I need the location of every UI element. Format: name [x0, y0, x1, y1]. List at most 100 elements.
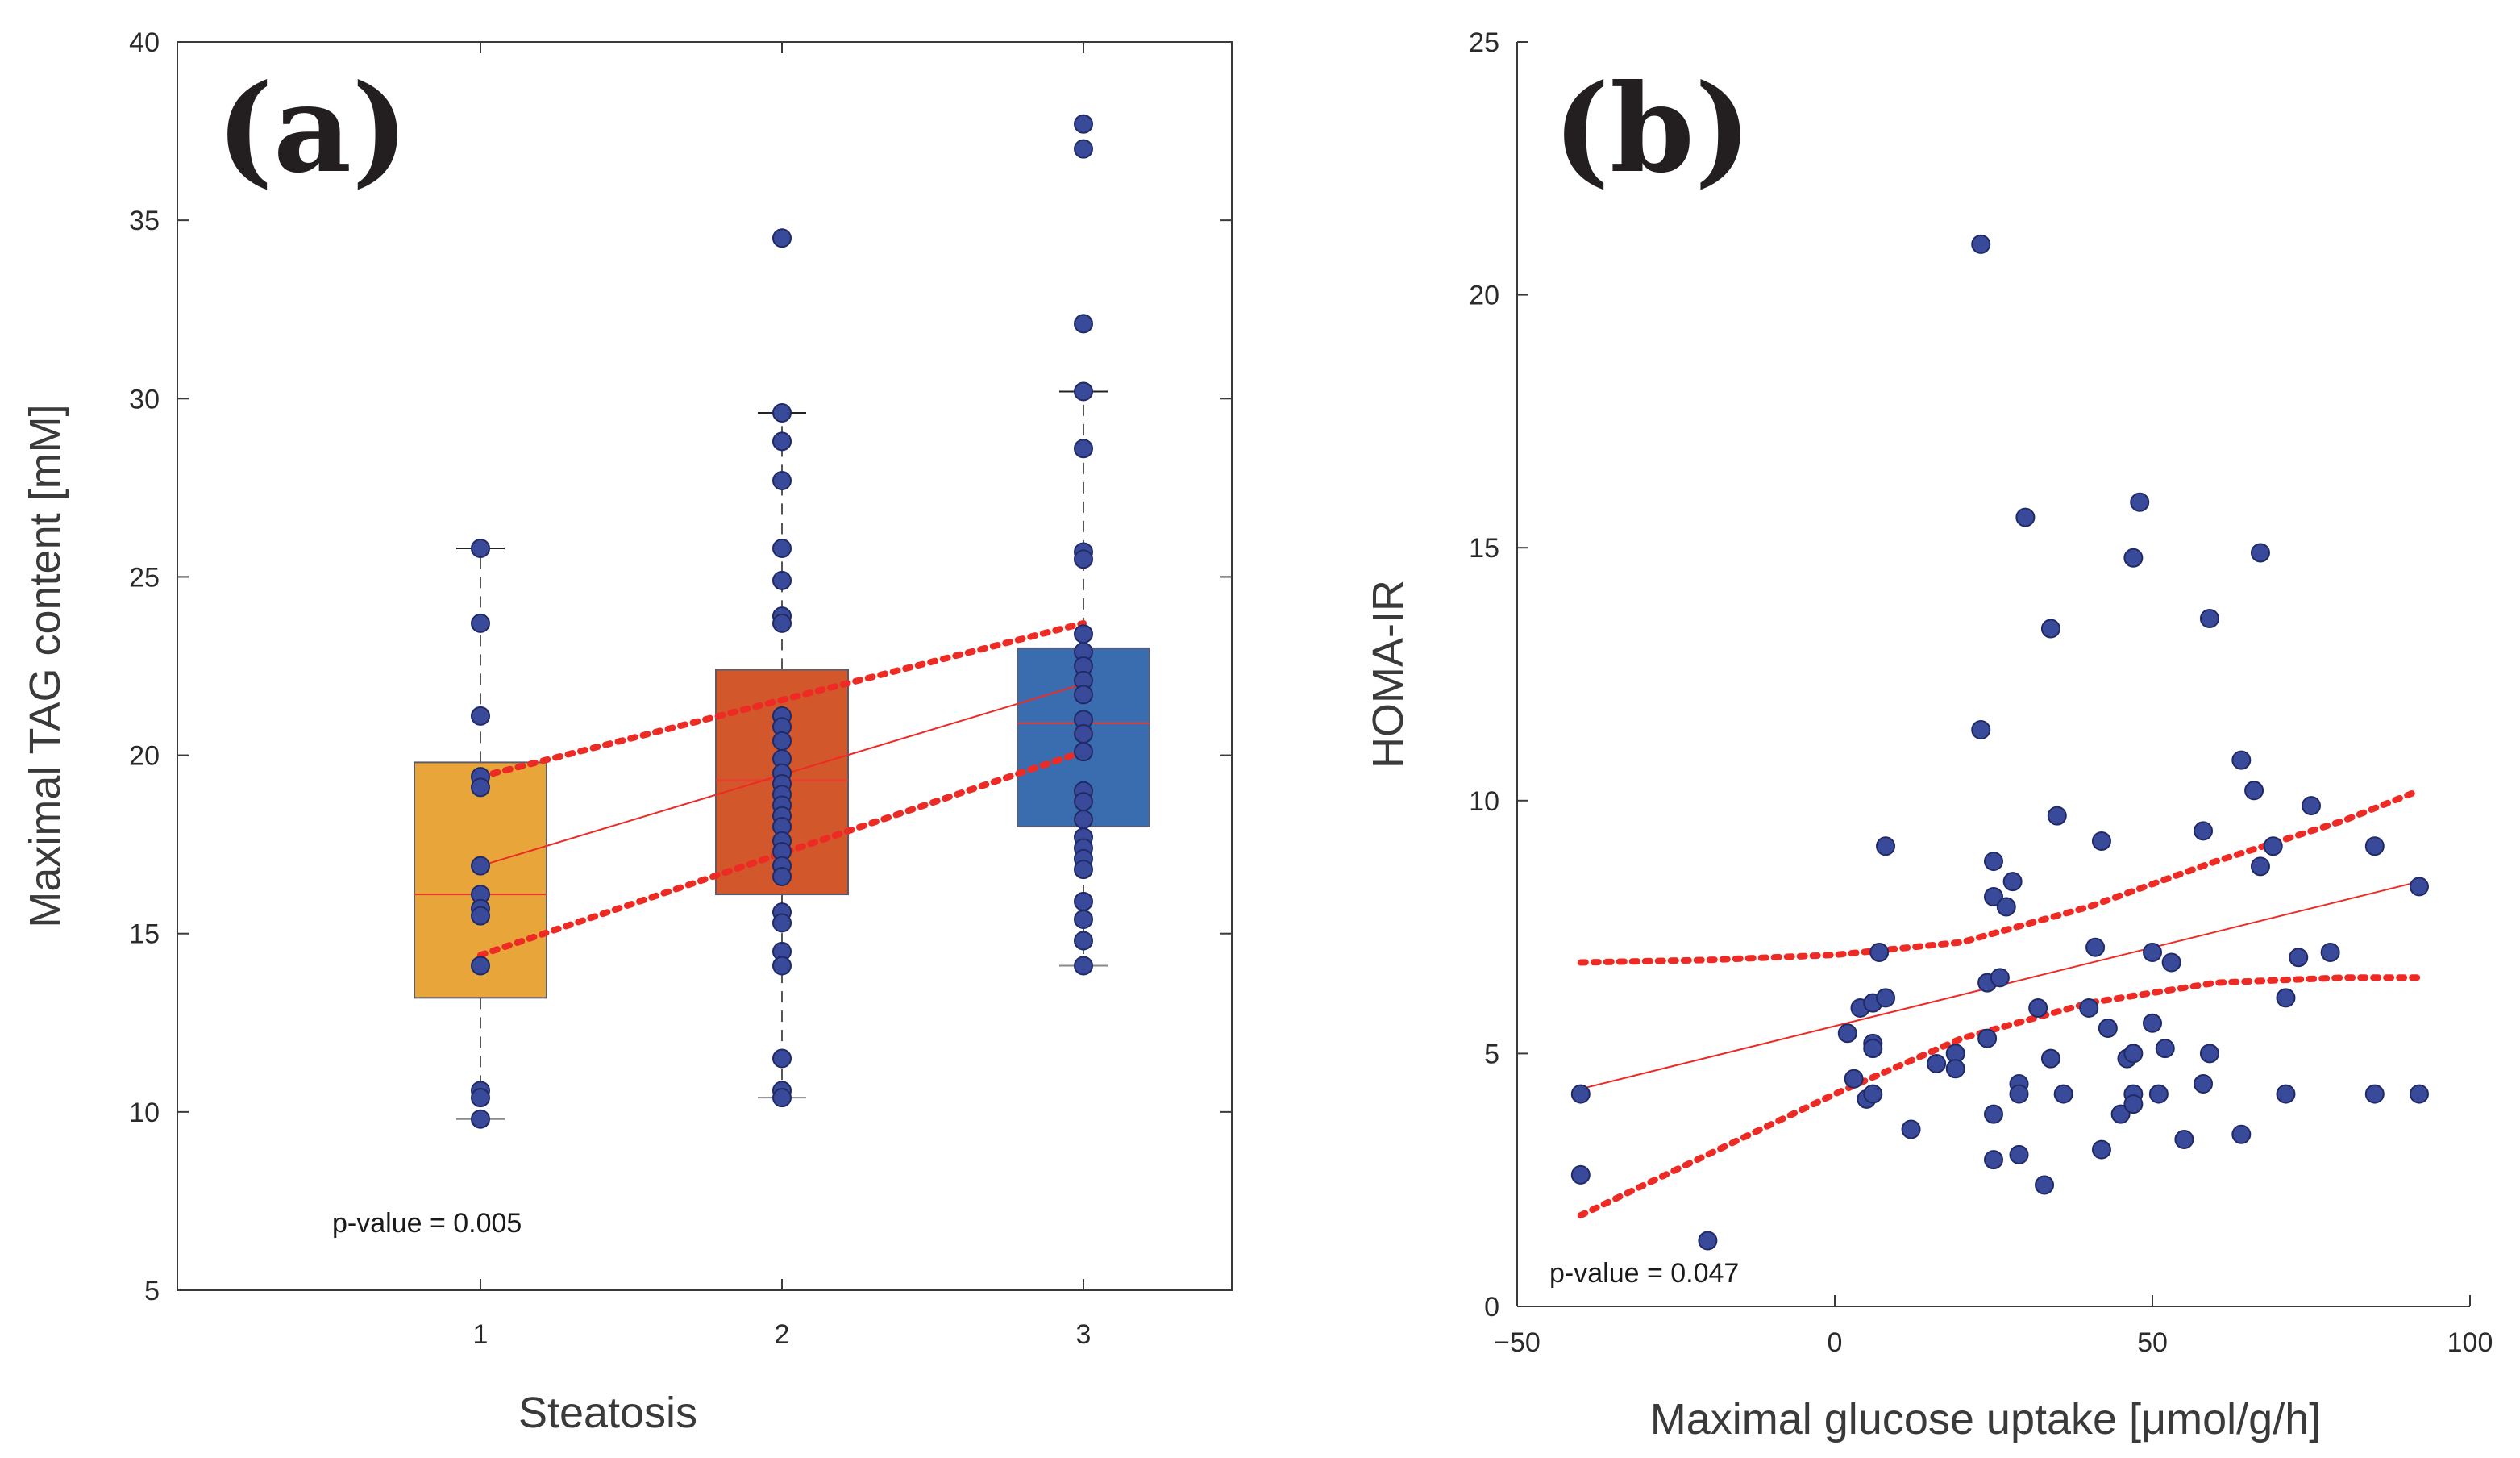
data-point: [772, 731, 792, 751]
data-point: [1869, 942, 1890, 962]
data-point: [1927, 1053, 1947, 1073]
data-point: [2091, 831, 2111, 851]
data-point: [772, 539, 792, 559]
x-tick-label: −50: [1494, 1327, 1541, 1358]
data-point: [1074, 139, 1093, 159]
data-point: [772, 866, 792, 886]
data-point: [1074, 549, 1093, 569]
y-tick-label: 5: [144, 1276, 160, 1306]
data-point: [471, 956, 490, 976]
data-point: [1074, 810, 1093, 830]
data-point: [471, 856, 490, 876]
data-point: [772, 431, 792, 452]
data-point: [1863, 1084, 1883, 1104]
data-point: [772, 471, 792, 491]
ci-upper-line: [1577, 787, 2422, 966]
data-point: [1844, 1069, 1864, 1089]
data-point: [2098, 1019, 2118, 1039]
y-tick-label: 15: [129, 919, 160, 950]
data-point: [1984, 886, 2003, 906]
ci-upper-line: [477, 619, 1087, 781]
data-point: [471, 706, 490, 726]
panel-b-scatter: 0 5 10 15 20 25 −50 0 50 100 (b) p-value = 0.047 Max…: [1364, 27, 2493, 1443]
y-tick-label: 20: [129, 741, 160, 772]
x-axis-title: Maximal glucose uptake [μmol/g/h]: [1650, 1395, 2322, 1443]
data-point: [2161, 952, 2181, 973]
data-point: [1074, 439, 1093, 459]
data-point: [772, 402, 792, 423]
y-tick-label: 15: [1469, 533, 1499, 564]
data-point: [1570, 1164, 1591, 1185]
data-point: [1837, 1023, 1857, 1044]
data-point: [772, 570, 792, 590]
data-point: [2263, 836, 2283, 856]
y-axis-title: Maximal TAG content [mM]: [21, 404, 69, 927]
data-point: [1945, 1059, 1965, 1079]
data-point: [1876, 988, 1896, 1008]
panel-label: (b): [1553, 58, 1752, 200]
x-tick-label: 50: [2137, 1327, 2168, 1358]
y-tick-label: 40: [129, 27, 160, 58]
y-axis-title: HOMA-IR: [1364, 580, 1412, 769]
data-point: [2002, 872, 2023, 892]
data-point: [1570, 1084, 1591, 1104]
data-point: [2009, 1144, 2029, 1164]
data-point: [2155, 1039, 2175, 1059]
plot-area-frame: [177, 41, 1233, 1291]
ci-lower-line: [1577, 974, 2422, 1219]
y-tick-label: 20: [1469, 281, 1499, 311]
data-point: [1074, 742, 1093, 762]
x-tick-label: 3: [1076, 1319, 1092, 1350]
data-point: [471, 906, 490, 926]
y-tick-label: 35: [129, 206, 160, 236]
y-tick-label: 5: [1484, 1039, 1499, 1069]
data-point: [2091, 1139, 2111, 1160]
y-tick-label: 25: [1469, 27, 1499, 58]
data-point: [772, 1088, 792, 1108]
data-point: [2035, 1175, 2055, 1195]
data-point: [2276, 988, 2296, 1008]
data-point: [2040, 619, 2060, 639]
data-point: [2047, 806, 2067, 826]
data-point: [1971, 234, 1991, 254]
data-point: [471, 1088, 490, 1108]
data-point: [2250, 543, 2270, 563]
data-point: [2289, 948, 2309, 968]
x-tick-label: 100: [2447, 1327, 2493, 1358]
y-tick-label: 0: [1484, 1292, 1499, 1323]
data-point: [1074, 956, 1093, 976]
data-point: [1876, 836, 1896, 856]
data-point: [2123, 1094, 2144, 1114]
data-point: [2194, 821, 2214, 841]
data-point: [2110, 1104, 2131, 1124]
data-point: [1074, 114, 1093, 134]
data-point: [471, 613, 490, 633]
p-value-annotation: p-value = 0.047: [1549, 1258, 1739, 1289]
data-point: [1984, 1150, 2003, 1170]
data-point: [2199, 1044, 2219, 1064]
data-point: [1074, 860, 1093, 880]
data-point: [2028, 998, 2048, 1018]
data-point: [2123, 1044, 2144, 1064]
data-point: [1074, 381, 1093, 402]
data-point: [1074, 931, 1093, 951]
data-point: [1984, 1104, 2003, 1124]
data-point: [2250, 856, 2270, 877]
data-point: [1074, 685, 1093, 705]
data-point: [772, 956, 792, 976]
data-point: [772, 613, 792, 633]
data-point: [1996, 897, 2016, 917]
data-point: [2231, 1124, 2252, 1144]
data-point: [2130, 492, 2150, 512]
x-tick-label: 0: [1828, 1327, 1843, 1358]
y-tick-label: 10: [1469, 786, 1499, 817]
data-point: [1074, 910, 1093, 930]
data-point: [2320, 942, 2340, 962]
y-tick-label: 30: [129, 384, 160, 414]
data-point: [2199, 609, 2219, 629]
data-point: [471, 1109, 490, 1129]
data-point: [2244, 781, 2264, 801]
data-point: [1901, 1119, 1921, 1139]
data-point: [2194, 1074, 2214, 1094]
